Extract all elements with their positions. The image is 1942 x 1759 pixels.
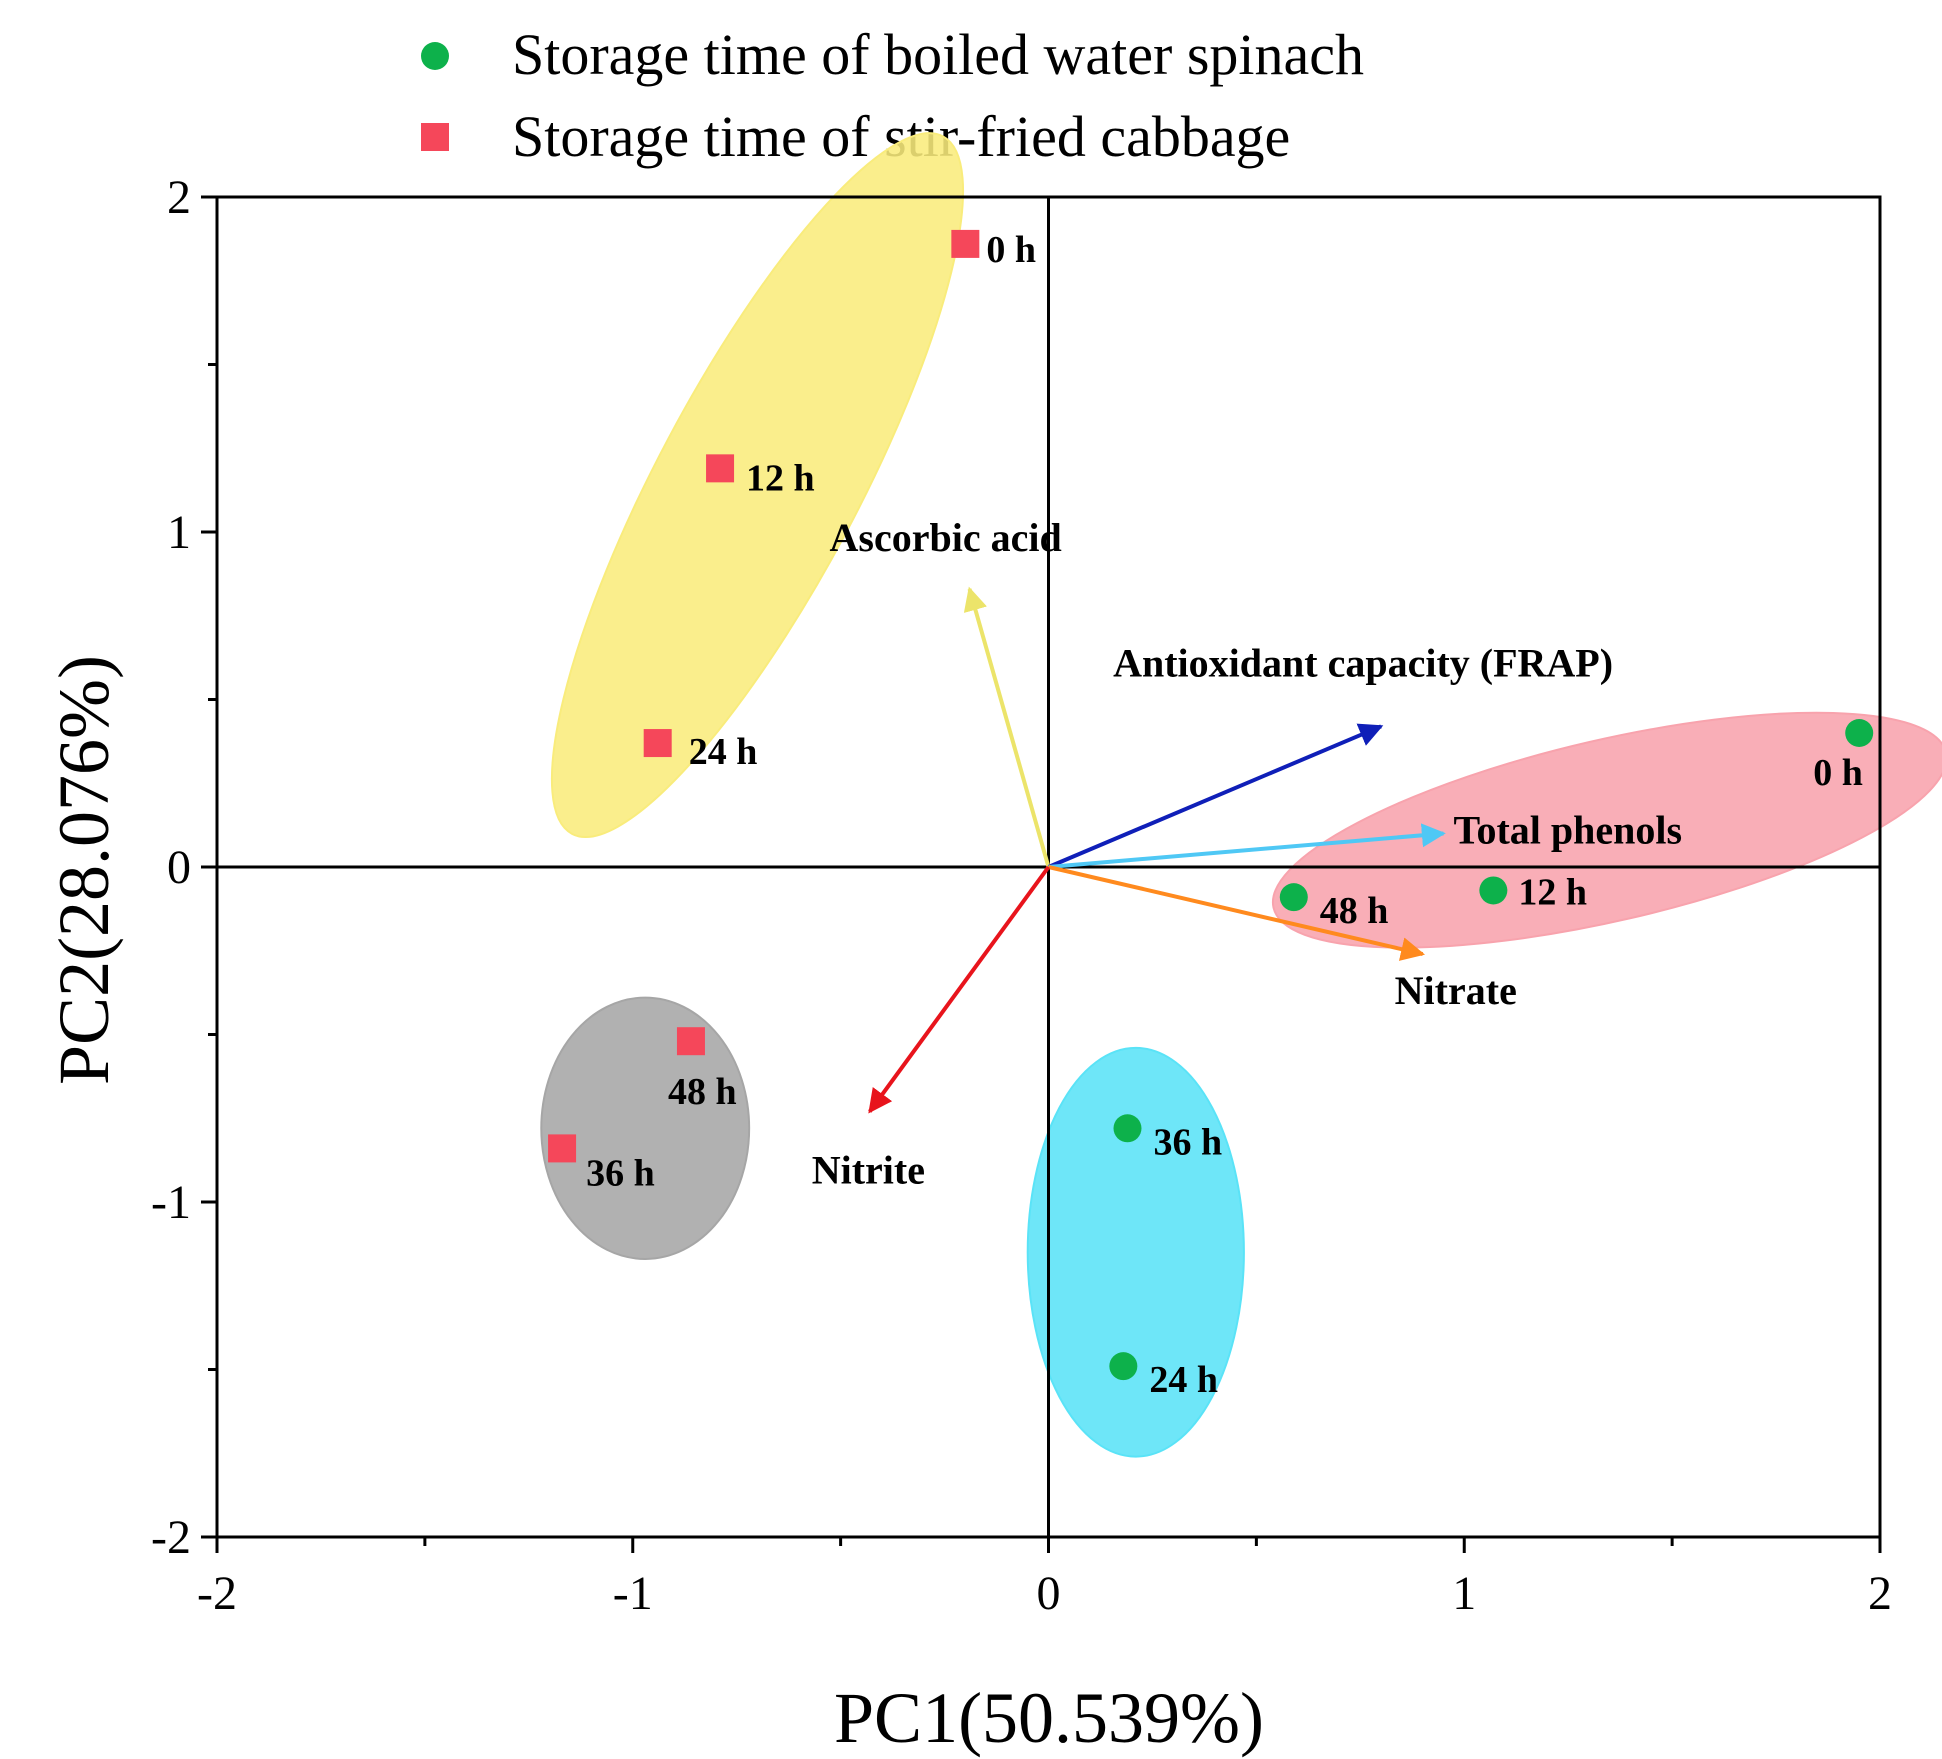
score-point-spinach [1109,1352,1138,1381]
score-point-cabbage [548,1134,577,1163]
score-point-spinach [1113,1114,1142,1143]
score-point-label: 12 h [1518,871,1587,913]
score-point-label: 0 h [986,229,1036,271]
loading-label: Nitrate [1395,968,1517,1013]
score-point-spinach [1479,876,1508,905]
y-tick-label: -2 [151,1511,191,1564]
score-point-cabbage [706,454,735,483]
legend: Storage time of boiled water spinach Sto… [421,22,1364,169]
score-point-label: 12 h [746,457,815,499]
y-tick-label: 1 [167,506,191,559]
score-point-spinach [1845,719,1874,747]
cluster-ellipse-3 [1026,1046,1245,1458]
score-point-label: 24 h [1149,1359,1218,1401]
score-point-label: 48 h [1320,890,1389,932]
legend-marker-cabbage [421,123,449,151]
x-axis-title: PC1(50.539%) [834,1678,1264,1758]
x-tick-label: 2 [1868,1567,1892,1620]
score-points: 0 h 12 h 24 h 36 h 48 h 0 h 12 h 24 h 36 h 48 h [548,229,1874,1401]
axis-ticks: -2-2 -1 -1 0 0 1 1 2 2 [151,171,1892,1620]
score-point-label: 48 h [668,1071,737,1113]
legend-marker-spinach [421,42,449,70]
loading-arrow [963,586,1051,868]
score-point-label: 36 h [586,1152,655,1194]
score-point-cabbage [643,729,672,758]
y-tick-label: 2 [167,171,191,224]
score-point-label: 0 h [1813,752,1863,794]
cluster-ellipse-2 [540,996,751,1260]
cluster-ellipse-0 [550,132,965,839]
score-point-spinach [1279,883,1308,912]
x-tick-label: -1 [613,1567,653,1620]
loading-arrow [1047,723,1384,869]
loading-arrow [868,865,1051,1114]
x-tick-label: -2 [197,1567,237,1620]
score-point-label: 36 h [1153,1121,1222,1163]
loading-arrow [1048,823,1446,869]
loading-vectors: Ascorbic acid Antioxidant capacity (FRAP)… [812,515,1682,1193]
score-point-cabbage [676,1027,705,1056]
cluster-ellipses [540,132,1942,1458]
cluster-ellipse-1 [1271,711,1942,949]
loading-label: Antioxidant capacity (FRAP) [1113,640,1613,685]
legend-label-spinach: Storage time of boiled water spinach [512,22,1364,87]
loading-label: Total phenols [1453,808,1682,853]
score-point-label: 24 h [689,731,758,773]
loading-label: Nitrite [812,1148,925,1193]
x-tick-label: 0 [1037,1567,1061,1620]
loading-arrow [1048,865,1426,961]
score-point-cabbage [951,229,980,258]
y-tick-label: -1 [151,1176,191,1229]
loading-label: Ascorbic acid [830,515,1062,560]
y-axis-title: PC2(28.076%) [44,655,124,1085]
x-tick-label: 1 [1452,1567,1476,1620]
y-tick-label: 0 [167,841,191,894]
